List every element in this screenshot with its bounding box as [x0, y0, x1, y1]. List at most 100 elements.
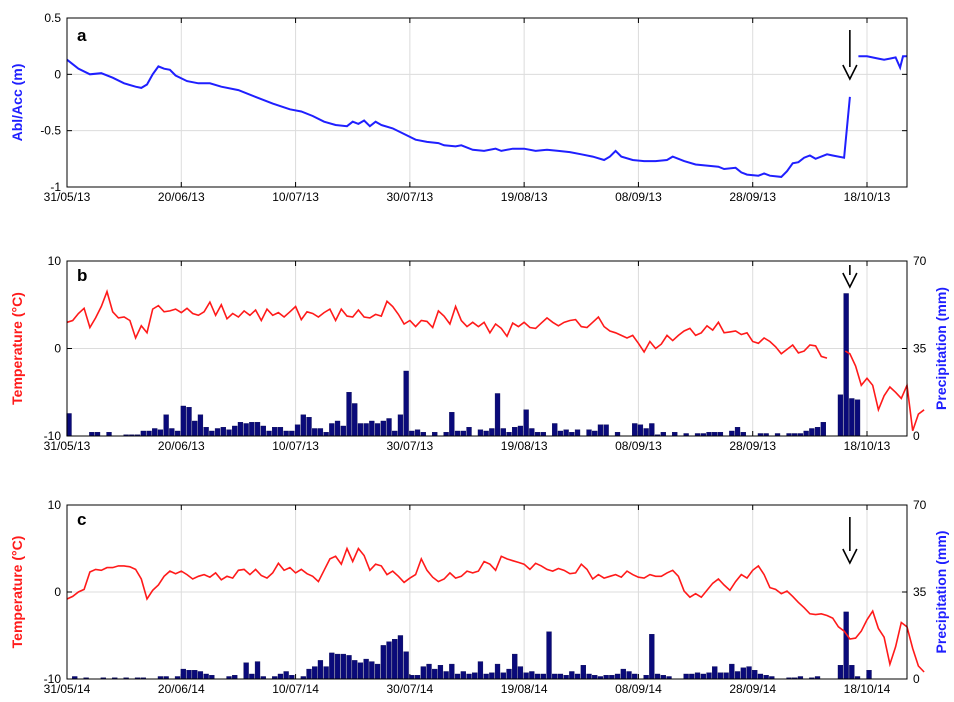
precipitation-bar [260, 425, 266, 437]
precipitation-bar [849, 398, 855, 437]
precipitation-bar [500, 672, 506, 680]
precipitation-bar [300, 414, 306, 437]
x-tick-label: 18/10/13 [844, 190, 891, 204]
precipitation-bar [340, 425, 346, 437]
x-tick-label: 20/06/13 [158, 439, 205, 453]
precipitation-bar [449, 412, 455, 437]
x-tick-label: 08/09/13 [615, 190, 662, 204]
precipitation-bar [380, 645, 386, 680]
precipitation-bar [203, 427, 209, 437]
y-axis-label-left: Temperature (°C) [9, 292, 25, 405]
precipitation-bar [654, 673, 661, 680]
x-tick-label: 19/08/13 [501, 439, 548, 453]
temperature-line-segment-2 [844, 350, 925, 432]
precipitation-bar [374, 423, 381, 437]
precipitation-bar [494, 393, 501, 437]
precipitation-bar [386, 641, 392, 680]
x-tick-label: 30/07/14 [386, 682, 433, 696]
precipitation-bar [552, 673, 558, 680]
panel-b-temp-precip-2013: 31/05/13 20/06/13 10/07/13 30/07/13 19/08/13… [9, 254, 949, 453]
precipitation-bar [369, 420, 375, 437]
precipitation-bar [574, 673, 581, 680]
precipitation-bar [563, 429, 569, 437]
axes-frame [66, 260, 908, 437]
precipitation-bar [340, 653, 346, 680]
precipitation-bar [352, 403, 358, 437]
x-tick-label: 18/10/14 [844, 682, 891, 696]
precipitation-bar [186, 670, 192, 680]
y-tick-label-left: 10 [48, 498, 62, 512]
precipitation-bar [186, 407, 192, 437]
precipitation-bar [226, 429, 232, 437]
precipitation-bar [614, 673, 621, 680]
precipitation-bar [272, 427, 278, 437]
panel-label: b [77, 266, 87, 285]
precipitation-bar [454, 430, 461, 437]
precipitation-bar [397, 635, 404, 680]
precipitation-bar [180, 668, 186, 680]
x-tick-label: 20/06/14 [158, 682, 205, 696]
precipitation-bar [306, 417, 312, 437]
precipitation-bar [409, 430, 415, 437]
x-tick-label: 10/07/14 [272, 682, 319, 696]
precipitation-bar [523, 409, 529, 437]
precipitation-bar [369, 661, 375, 680]
precipitation-bar [317, 428, 324, 437]
precipitation-bar [712, 666, 718, 680]
precipitation-bar [552, 423, 558, 437]
x-tick-label: 20/06/13 [158, 190, 205, 204]
precipitation-bar [363, 423, 369, 437]
y-tick-label: 0.5 [44, 11, 61, 25]
x-tick-label: 28/09/13 [729, 190, 776, 204]
y-tick-label-right: 70 [913, 498, 927, 512]
precipitation-bar [603, 675, 609, 680]
precipitation-bar [283, 430, 289, 437]
event-arrow-head [842, 64, 858, 81]
panel-a-abl-acc: 31/05/13 20/06/13 10/07/13 30/07/13 19/08/13… [9, 11, 908, 204]
precipitation-bar [466, 427, 472, 437]
precipitation-bar [449, 663, 455, 680]
precipitation-bar [232, 425, 238, 437]
precipitation-bar [512, 653, 518, 680]
precipitation-bar [266, 430, 272, 437]
x-tick-label: 10/07/13 [272, 439, 319, 453]
precipitation-bar [403, 370, 409, 437]
precipitation-bar [220, 427, 226, 437]
x-tick-label: 08/09/13 [615, 439, 662, 453]
x-tick-label: 30/07/13 [386, 190, 433, 204]
precipitation-bar [649, 634, 655, 680]
precipitation-bar [306, 668, 312, 680]
x-tick-label: 19/08/14 [501, 682, 548, 696]
precipitation-bar [529, 428, 535, 437]
precipitation-bar [620, 668, 626, 680]
precipitation-bar [757, 673, 764, 680]
precipitation-bar [203, 673, 209, 680]
y-tick-label-right: 35 [913, 585, 927, 599]
y-tick-label-right: 0 [913, 429, 920, 443]
precipitation-bar [803, 430, 809, 437]
precipitation-bar [632, 673, 638, 680]
precipitation-bar [460, 671, 466, 680]
precipitation-bar [489, 428, 495, 437]
y-tick-label-left: 10 [48, 254, 62, 268]
x-tick-label: 28/09/14 [729, 682, 776, 696]
precipitation-bar [180, 405, 186, 437]
x-tick-label: 30/07/13 [386, 439, 433, 453]
precipitation-bar [249, 422, 255, 437]
precipitation-bar [443, 671, 449, 680]
precipitation-bar [472, 672, 478, 680]
precipitation-bar [632, 423, 638, 437]
precipitation-bar [420, 666, 426, 680]
precipitation-bar [454, 673, 461, 680]
precipitation-bar [192, 670, 198, 680]
precipitation-bar [312, 666, 318, 680]
precipitation-bar [169, 428, 175, 437]
precipitation-bar [357, 662, 364, 680]
precipitation-bar [557, 430, 564, 437]
precipitation-bar [237, 422, 244, 437]
precipitation-bar [517, 666, 524, 680]
temperature-line [66, 546, 925, 673]
precipitation-bar [649, 423, 655, 437]
precipitation-bar [809, 428, 815, 437]
temperature-line [66, 289, 828, 359]
